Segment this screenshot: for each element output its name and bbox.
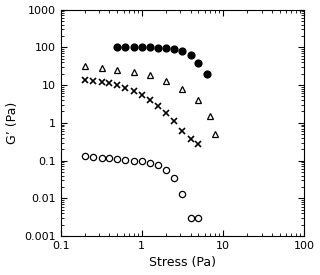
Y-axis label: G’ (Pa): G’ (Pa) (5, 102, 19, 144)
X-axis label: Stress (Pa): Stress (Pa) (149, 257, 216, 269)
